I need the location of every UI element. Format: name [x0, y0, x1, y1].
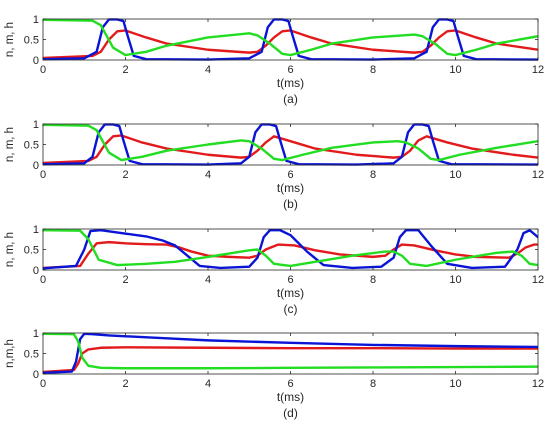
y-tick-label: 0.5 — [24, 140, 39, 152]
x-axis-label: t(ms) — [277, 286, 304, 300]
x-tick-label: 12 — [532, 169, 544, 181]
x-axis-label: t(ms) — [277, 76, 304, 90]
x-tick-label: 10 — [449, 64, 461, 76]
y-tick-label: 1 — [33, 14, 39, 26]
y-tick-label: 0 — [33, 369, 39, 381]
series-line-h — [43, 123, 538, 162]
x-tick-label: 8 — [370, 378, 376, 390]
series-line-n — [43, 346, 538, 374]
y-axis-label: n,m,h — [4, 339, 16, 368]
x-tick-label: 4 — [205, 378, 211, 390]
panel-label: (d) — [283, 406, 298, 420]
y-axis-label: n, m, h — [4, 127, 16, 162]
y-tick-label: 0 — [33, 160, 39, 172]
x-tick-label: 6 — [287, 274, 293, 286]
series-line-n — [43, 29, 538, 60]
series-line-m — [43, 18, 538, 61]
x-tick-label: 12 — [532, 378, 544, 390]
y-tick-label: 0.5 — [24, 349, 39, 361]
panel-c: 0 2 4 6 8 10 12 0 0.5 1 n, m, h t(ms) (c) — [4, 224, 544, 316]
series-line-h — [43, 332, 538, 370]
x-tick-label: 12 — [532, 64, 544, 76]
panel-label: (c) — [284, 302, 298, 316]
panel-b-curves — [43, 123, 538, 166]
x-tick-label: 2 — [122, 274, 128, 286]
x-tick-label: 6 — [287, 378, 293, 390]
y-tick-label: 1 — [33, 224, 39, 236]
x-tick-label: 12 — [532, 274, 544, 286]
x-tick-label: 4 — [205, 169, 211, 181]
x-tick-label: 0 — [40, 64, 46, 76]
series-line-m — [43, 229, 538, 270]
panel-label: (b) — [283, 197, 298, 211]
x-tick-label: 10 — [449, 274, 461, 286]
x-tick-label: 4 — [205, 274, 211, 286]
x-tick-label: 8 — [370, 64, 376, 76]
series-line-h — [43, 229, 538, 268]
y-tick-label: 0 — [33, 55, 39, 67]
x-tick-label: 4 — [205, 64, 211, 76]
x-tick-label: 8 — [370, 169, 376, 181]
panel-c-curves — [43, 229, 538, 270]
series-line-n — [43, 134, 538, 165]
x-tick-label: 0 — [40, 274, 46, 286]
panel-label: (a) — [283, 92, 298, 106]
series-line-m — [43, 123, 538, 166]
y-axis-label: n, m, h — [4, 22, 16, 57]
y-tick-label: 1 — [33, 328, 39, 340]
series-line-h — [43, 18, 538, 57]
x-tick-label: 2 — [122, 378, 128, 390]
panel-a: 0 2 4 6 8 10 12 0 0.5 1 n, m, h t(ms) (a) — [4, 14, 544, 106]
y-tick-label: 0 — [33, 265, 39, 277]
x-tick-label: 10 — [449, 378, 461, 390]
x-tick-label: 10 — [449, 169, 461, 181]
panel-d: 0 2 4 6 8 10 12 0 0.5 1 n,m,h t(ms) (d) — [4, 328, 544, 420]
x-tick-label: 0 — [40, 169, 46, 181]
x-tick-label: 0 — [40, 378, 46, 390]
series-line-m — [43, 332, 538, 374]
x-axis-label: t(ms) — [277, 390, 304, 404]
panel-b: 0 2 4 6 8 10 12 0 0.5 1 n, m, h t(ms) (b) — [4, 119, 544, 211]
y-tick-label: 0.5 — [24, 245, 39, 257]
x-tick-label: 6 — [287, 169, 293, 181]
y-tick-label: 1 — [33, 119, 39, 131]
y-tick-label: 0.5 — [24, 35, 39, 47]
panel-d-curves — [43, 332, 538, 374]
x-tick-label: 6 — [287, 64, 293, 76]
y-axis-label: n, m, h — [4, 232, 16, 267]
panel-a-curves — [43, 18, 538, 61]
x-tick-label: 2 — [122, 64, 128, 76]
x-tick-label: 8 — [370, 274, 376, 286]
x-axis-label: t(ms) — [277, 181, 304, 195]
x-tick-label: 2 — [122, 169, 128, 181]
